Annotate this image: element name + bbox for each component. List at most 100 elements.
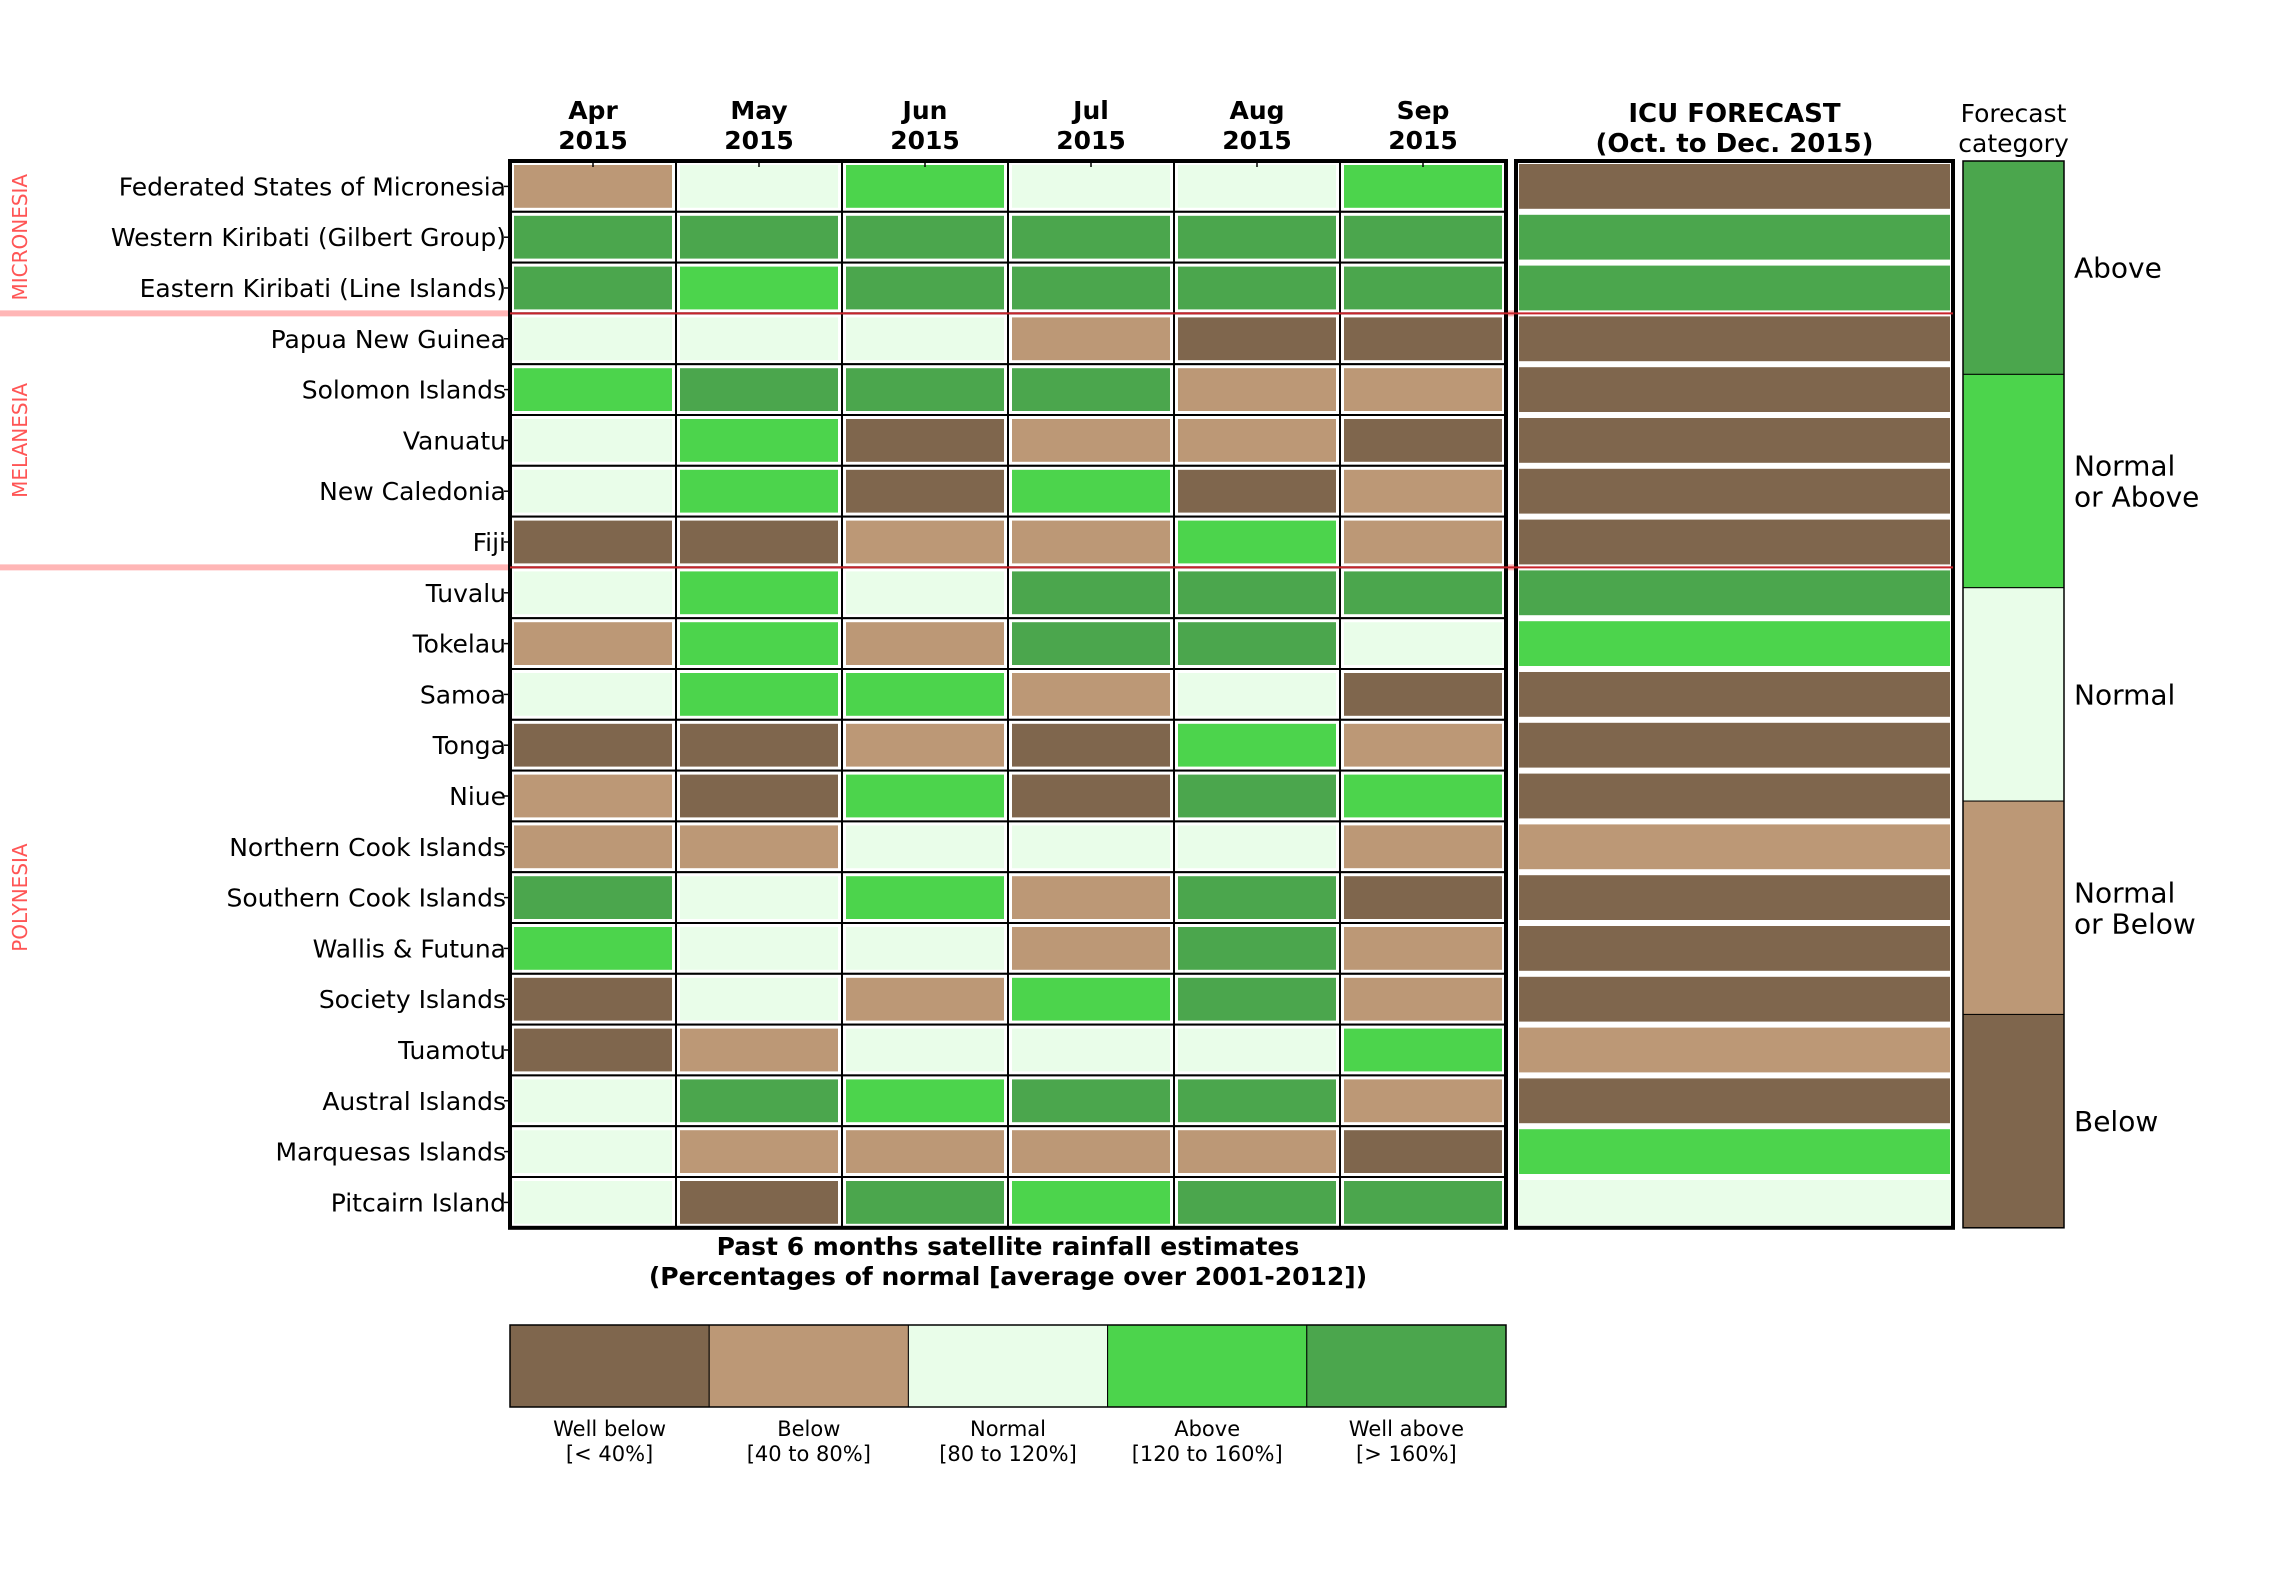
forecast-legend-label: or Below: [2074, 907, 2196, 940]
rainfall-cell: [1178, 520, 1336, 564]
rainfall-cell: [1344, 977, 1502, 1021]
forecast-cell: [1519, 468, 1950, 514]
forecast-cell: [1519, 519, 1950, 565]
row-label: Vanuatu: [403, 426, 506, 455]
rainfall-cell: [1178, 469, 1336, 513]
category-legend-swatch: [907, 1324, 1109, 1408]
rainfall-cell: [680, 673, 838, 716]
forecast-cell: [1519, 1129, 1950, 1174]
rainfall-cell: [1178, 368, 1336, 411]
forecast-cell: [1519, 316, 1950, 362]
rainfall-cell: [1178, 571, 1336, 615]
rainfall-cell: [680, 215, 838, 259]
rainfall-cell: [1344, 469, 1502, 513]
forecast-header-title: ICU FORECAST: [1628, 99, 1840, 129]
rainfall-cell: [1012, 469, 1170, 513]
category-legend-range: [< 40%]: [566, 1442, 653, 1466]
rainfall-cell: [1178, 215, 1336, 259]
rainfall-cell: [846, 165, 1004, 208]
rainfall-cell: [680, 571, 838, 615]
rainfall-cell: [846, 1079, 1004, 1123]
category-legend-label: Above: [1174, 1417, 1240, 1441]
rainfall-cell: [1012, 977, 1170, 1021]
rainfall-cell: [1344, 1028, 1502, 1072]
rainfall-cell: [1012, 419, 1170, 462]
row-label: Tuvalu: [425, 579, 506, 608]
category-legend-range: [80 to 120%]: [939, 1442, 1077, 1466]
rainfall-cell: [1012, 876, 1170, 919]
category-legend-label: Normal: [970, 1417, 1046, 1441]
rainfall-cell: [1344, 215, 1502, 259]
rainfall-cell: [514, 266, 672, 310]
rainfall-cell: [1178, 927, 1336, 970]
row-label: Southern Cook Islands: [226, 884, 506, 913]
rainfall-cell: [680, 825, 838, 869]
row-label: Tonga: [432, 731, 506, 760]
forecast-legend-label: Normal: [2074, 450, 2175, 483]
rainfall-cell: [680, 774, 838, 818]
row-label: Pitcairn Island: [331, 1188, 506, 1217]
rainfall-cell: [514, 469, 672, 513]
rainfall-cell: [1012, 1079, 1170, 1123]
rainfall-cell: [514, 1181, 672, 1224]
forecast-legend-swatch: [1962, 160, 2065, 375]
row-label: New Caledonia: [319, 477, 506, 506]
rainfall-cell: [1012, 1181, 1170, 1224]
rainfall-cell: [680, 927, 838, 970]
forecast-cell: [1519, 672, 1950, 717]
forecast-legend-swatch: [1962, 587, 2065, 802]
forecast-legend-label: Below: [2074, 1105, 2158, 1138]
forecast-legend-swatch: [1962, 373, 2065, 589]
rainfall-cell: [514, 774, 672, 818]
forecast-cell: [1519, 1078, 1950, 1124]
rainfall-cell: [514, 927, 672, 970]
forecast-cell: [1519, 214, 1950, 260]
rainfall-cell: [846, 520, 1004, 564]
row-label: Fiji: [473, 528, 506, 557]
rainfall-cell: [1012, 165, 1170, 208]
rainfall-cell: [1344, 1079, 1502, 1123]
past-title: Past 6 months satellite rainfall estimat…: [717, 1232, 1300, 1261]
row-label: Marquesas Islands: [275, 1138, 506, 1167]
month-header-apr: Apr: [568, 96, 618, 125]
rainfall-cell: [1344, 673, 1502, 716]
forecast-legend-label: Normal: [2074, 678, 2175, 711]
rainfall-cell: [1012, 774, 1170, 818]
rainfall-cell: [1012, 520, 1170, 564]
forecast-cell: [1519, 773, 1950, 819]
rainfall-cell: [680, 266, 838, 310]
rainfall-cell: [680, 520, 838, 564]
category-legend-range: [40 to 80%]: [747, 1442, 871, 1466]
rainfall-cell: [1012, 622, 1170, 665]
rainfall-cell: [514, 723, 672, 767]
rainfall-cell: [1344, 622, 1502, 665]
rainfall-cell: [846, 673, 1004, 716]
row-label: Federated States of Micronesia: [119, 172, 506, 201]
rainfall-cell: [1344, 520, 1502, 564]
year-header-sep: 2015: [1388, 126, 1458, 155]
category-legend-border: [509, 1324, 1507, 1408]
rainfall-cell: [1178, 673, 1336, 716]
rainfall-cell: [514, 368, 672, 411]
rainfall-cell: [1012, 1028, 1170, 1072]
rainfall-cell: [514, 215, 672, 259]
forecast-legend-border: [1962, 160, 2065, 1229]
forecast-cell: [1519, 875, 1950, 920]
rainfall-cell: [1344, 368, 1502, 411]
rainfall-cell: [846, 1181, 1004, 1224]
rainfall-cell: [1344, 317, 1502, 361]
forecast-header-period: (Oct. to Dec. 2015): [1596, 129, 1874, 159]
rainfall-cell: [514, 1130, 672, 1173]
rainfall-cell: [514, 571, 672, 615]
rainfall-cell: [1344, 723, 1502, 767]
region-label-polynesia: POLYNESIA: [8, 843, 32, 952]
category-legend-label: Below: [777, 1417, 840, 1441]
forecast-cell: [1519, 722, 1950, 768]
rainfall-cell: [1344, 266, 1502, 310]
category-legend-swatch: [509, 1324, 710, 1408]
rainfall-cell: [1344, 876, 1502, 919]
row-label: Western Kiribati (Gilbert Group): [111, 223, 506, 252]
row-label: Northern Cook Islands: [229, 833, 506, 862]
forecast-cell: [1519, 164, 1950, 209]
